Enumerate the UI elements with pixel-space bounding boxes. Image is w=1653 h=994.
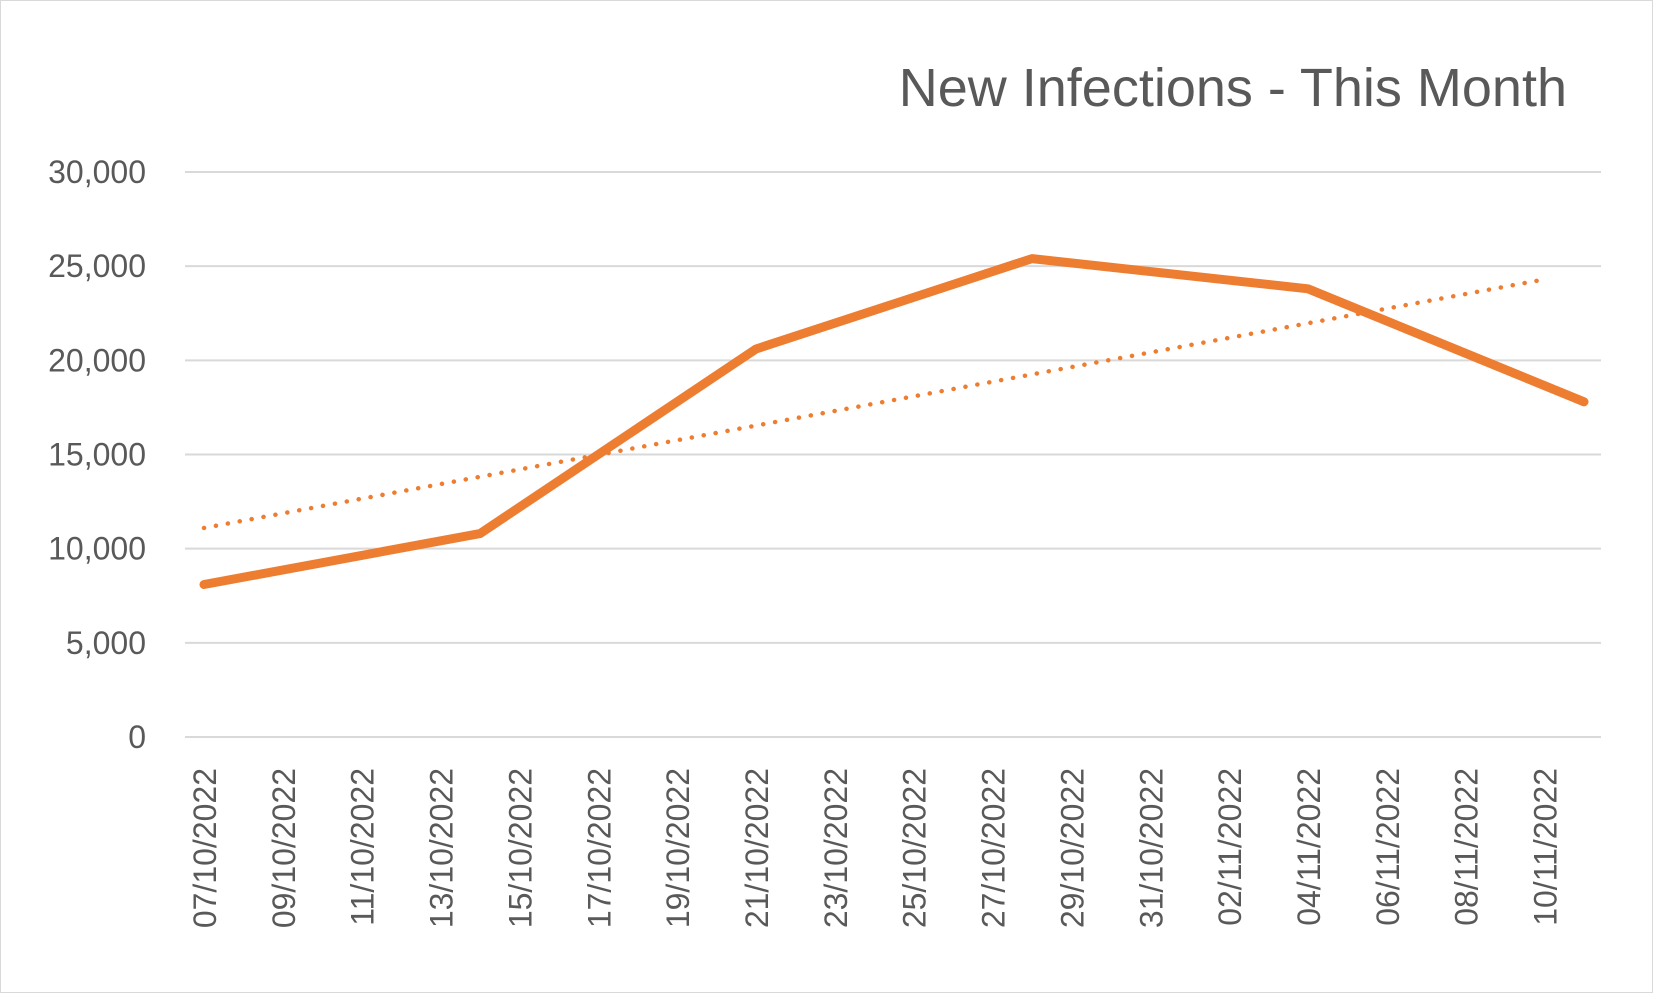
- x-tick-label: 06/11/2022: [1370, 768, 1406, 926]
- x-tick-label: 09/10/2022: [266, 768, 302, 928]
- gridlines: [185, 172, 1601, 737]
- y-axis-tick-labels: 0 5,000 10,000 15,000 20,000 25,000 30,000: [48, 154, 146, 755]
- x-tick-label: 02/11/2022: [1212, 768, 1248, 926]
- y-tick-label: 0: [128, 719, 146, 755]
- y-tick-label: 15,000: [48, 437, 146, 473]
- series-line: [204, 259, 1584, 585]
- x-tick-label: 11/10/2022: [345, 768, 381, 926]
- x-tick-label: 29/10/2022: [1054, 768, 1090, 928]
- y-tick-label: 30,000: [48, 154, 146, 190]
- y-tick-label: 5,000: [66, 625, 146, 661]
- chart-title: New Infections - This Month: [899, 58, 1567, 118]
- trendline: [204, 279, 1545, 528]
- x-tick-label: 13/10/2022: [424, 768, 460, 928]
- trendline-layer: [204, 279, 1545, 528]
- series-layer: [204, 259, 1584, 585]
- x-tick-label: 27/10/2022: [976, 768, 1012, 928]
- x-tick-label: 07/10/2022: [187, 768, 223, 928]
- x-tick-label: 25/10/2022: [897, 768, 933, 928]
- x-tick-label: 08/11/2022: [1449, 768, 1485, 926]
- x-tick-label: 15/10/2022: [502, 768, 538, 928]
- x-tick-label: 31/10/2022: [1133, 768, 1169, 928]
- y-tick-label: 10,000: [48, 531, 146, 567]
- x-tick-label: 10/11/2022: [1528, 768, 1564, 926]
- y-tick-label: 20,000: [48, 342, 146, 378]
- y-tick-label: 25,000: [48, 248, 146, 284]
- x-tick-label: 19/10/2022: [660, 768, 696, 928]
- x-tick-label: 23/10/2022: [818, 768, 854, 928]
- x-tick-label: 17/10/2022: [581, 768, 617, 928]
- x-tick-label: 04/11/2022: [1291, 768, 1327, 926]
- x-axis-tick-labels: 07/10/2022 09/10/2022 11/10/2022 13/10/2022…: [187, 768, 1564, 928]
- x-tick-label: 21/10/2022: [739, 768, 775, 928]
